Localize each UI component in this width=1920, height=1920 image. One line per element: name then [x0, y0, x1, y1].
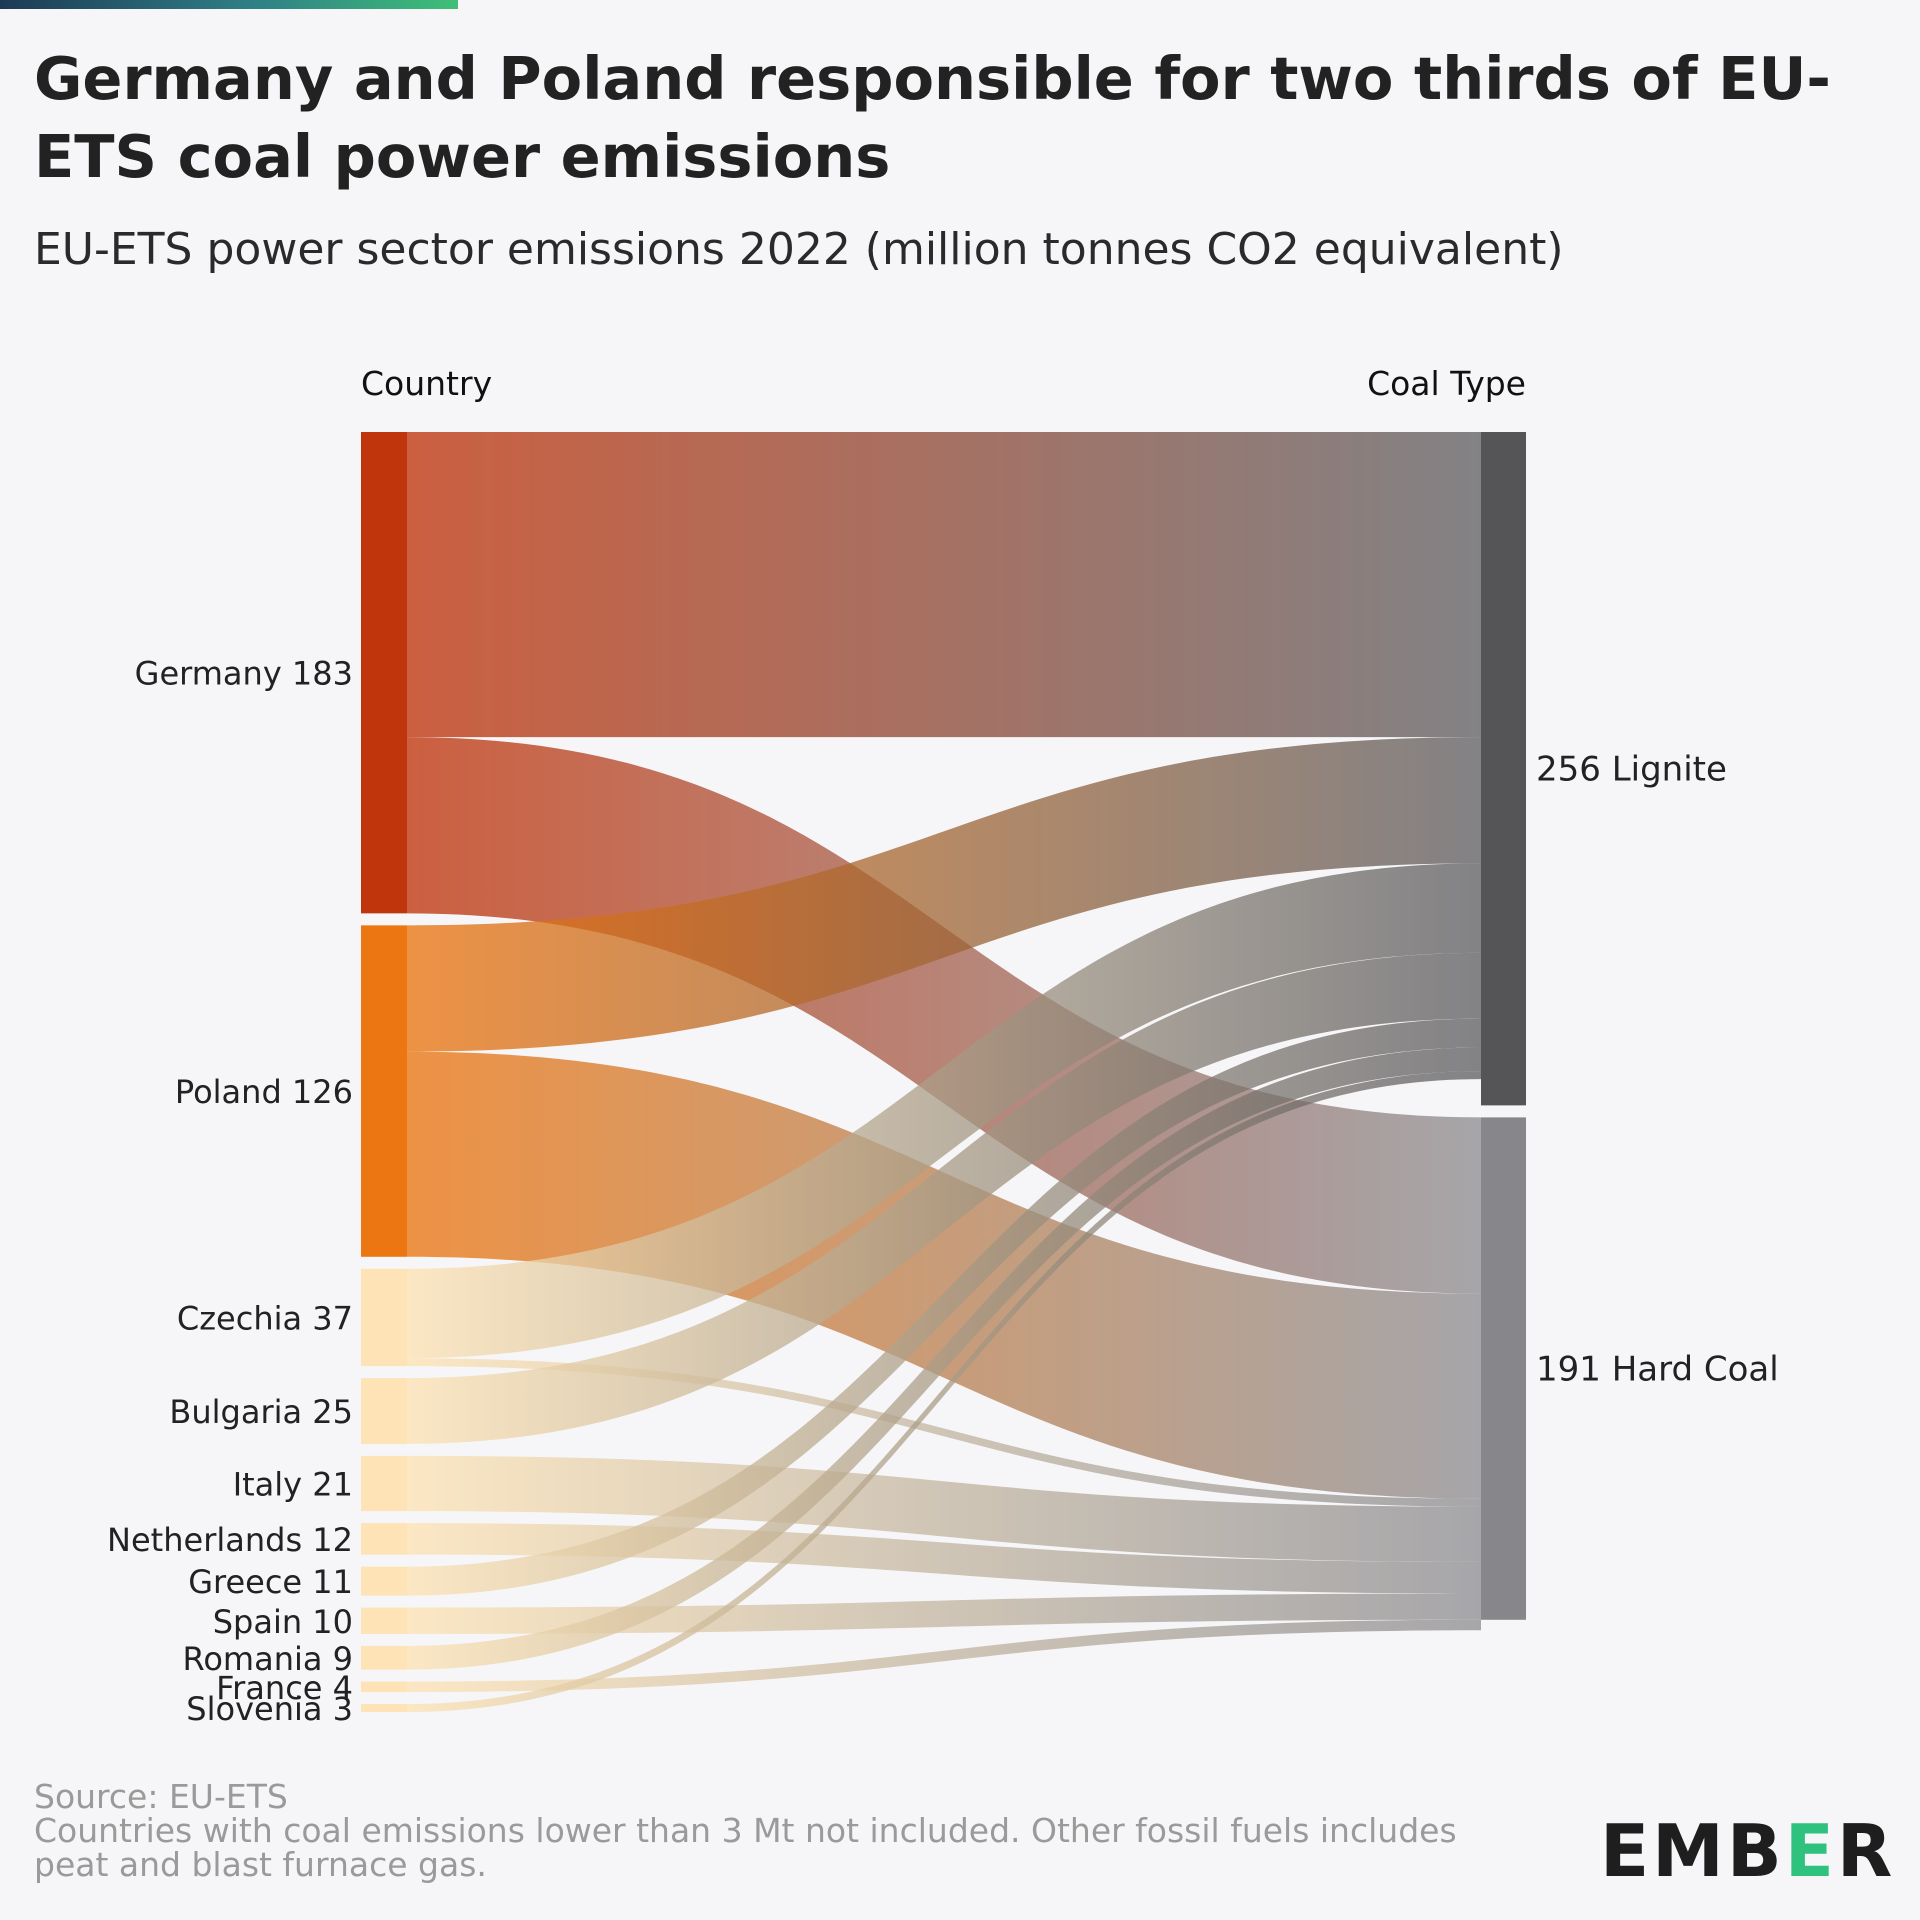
label-netherlands: Netherlands 12	[107, 1521, 353, 1559]
link-netherlands-to-hard-coal	[407, 1523, 1481, 1594]
label-hard-coal: 191 Hard Coal	[1536, 1350, 1779, 1390]
node-romania	[361, 1645, 407, 1670]
node-poland	[361, 925, 407, 1257]
link-spain-to-hard-coal	[407, 1593, 1481, 1634]
node-slovenia	[361, 1704, 407, 1712]
coal-type-column-header: Coal Type	[1367, 364, 1526, 403]
label-germany: Germany 183	[135, 655, 353, 693]
label-spain: Spain 10	[213, 1603, 353, 1641]
links-layer	[407, 432, 1481, 1712]
chart-title: Germany and Poland responsible for two t…	[34, 44, 1831, 191]
node-lignite	[1481, 432, 1526, 1106]
link-poland-to-lignite	[407, 737, 1481, 1052]
chart-subtitle: EU-ETS power sector emissions 2022 (mill…	[34, 224, 1564, 275]
label-lignite: 256 Lignite	[1536, 750, 1727, 790]
labels-layer: Germany 183 Poland 126 Czechia 37 Bulgaria …	[107, 364, 1779, 1728]
label-italy: Italy 21	[233, 1465, 353, 1503]
link-czechia-to-hard-coal	[407, 1358, 1481, 1507]
exclusion-note: Countries with coal emissions lower than…	[34, 1811, 1457, 1884]
node-italy	[361, 1455, 407, 1512]
node-bulgaria	[361, 1378, 407, 1444]
node-france	[361, 1681, 407, 1693]
label-bulgaria: Bulgaria 25	[169, 1393, 353, 1431]
node-spain	[361, 1607, 407, 1634]
label-greece: Greece 11	[188, 1563, 353, 1601]
link-italy-to-hard-coal	[407, 1455, 1481, 1562]
link-france-to-hard-coal	[407, 1619, 1481, 1693]
ember-logo: EMBER	[1600, 1809, 1896, 1893]
node-czechia	[361, 1268, 407, 1367]
source-note: Source: EU-ETS	[34, 1777, 288, 1816]
label-romania: Romania 9	[183, 1640, 353, 1678]
label-france: France 4	[216, 1669, 353, 1707]
node-germany	[361, 432, 407, 914]
link-germany-to-lignite	[407, 432, 1481, 738]
node-hard-coal	[1481, 1117, 1526, 1620]
link-czechia-to-lignite	[407, 863, 1481, 1359]
link-romania-to-lignite	[407, 1047, 1481, 1670]
node-netherlands	[361, 1523, 407, 1555]
chart-footer: Source: EU-ETS Countries with coal emiss…	[34, 1780, 1514, 1882]
link-slovenia-to-lignite	[407, 1071, 1481, 1712]
link-germany-to-hard-coal	[407, 737, 1481, 1294]
label-slovenia: Slovenia 3	[186, 1690, 353, 1728]
label-poland: Poland 126	[175, 1073, 353, 1111]
link-poland-to-hard-coal	[407, 1051, 1481, 1499]
link-greece-to-lignite	[407, 1018, 1481, 1596]
top-accent-bar	[0, 0, 458, 9]
country-column-header: Country	[361, 364, 492, 403]
label-czechia: Czechia 37	[177, 1299, 353, 1337]
nodes-layer	[361, 432, 1526, 1712]
link-bulgaria-to-lignite	[407, 952, 1481, 1444]
node-greece	[361, 1566, 407, 1596]
